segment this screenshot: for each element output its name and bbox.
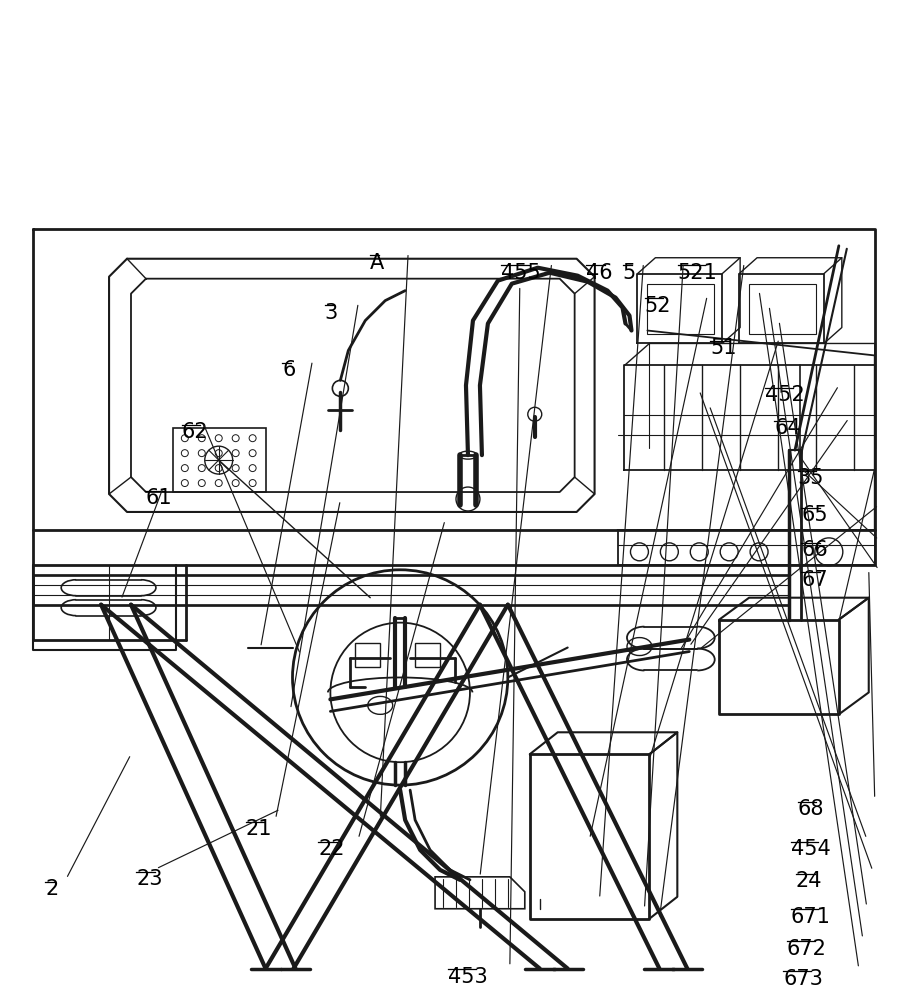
Text: A: A (369, 253, 384, 273)
Text: 671: 671 (791, 907, 831, 927)
Text: 66: 66 (802, 540, 828, 560)
Text: 64: 64 (774, 418, 801, 438)
Text: 51: 51 (710, 338, 737, 358)
Text: 24: 24 (796, 871, 823, 891)
Text: 67: 67 (802, 570, 828, 590)
Text: 672: 672 (787, 939, 827, 959)
Text: 65: 65 (802, 505, 828, 525)
Text: 23: 23 (136, 869, 163, 889)
Text: 61: 61 (145, 488, 172, 508)
Text: 21: 21 (246, 819, 272, 839)
Text: 22: 22 (318, 839, 345, 859)
Text: 454: 454 (791, 839, 830, 859)
Text: 52: 52 (644, 296, 671, 316)
Text: 455: 455 (501, 263, 540, 283)
Text: 673: 673 (783, 969, 824, 989)
Text: 521: 521 (677, 263, 717, 283)
Text: 62: 62 (182, 422, 208, 442)
Text: 3: 3 (324, 303, 338, 323)
Text: 6: 6 (282, 360, 295, 380)
Text: 35: 35 (798, 468, 824, 488)
Text: 453: 453 (448, 967, 488, 987)
Text: 68: 68 (798, 799, 824, 819)
Text: 452: 452 (765, 385, 804, 405)
Text: 5: 5 (622, 263, 636, 283)
Text: 2: 2 (45, 879, 58, 899)
Text: 46: 46 (587, 263, 613, 283)
